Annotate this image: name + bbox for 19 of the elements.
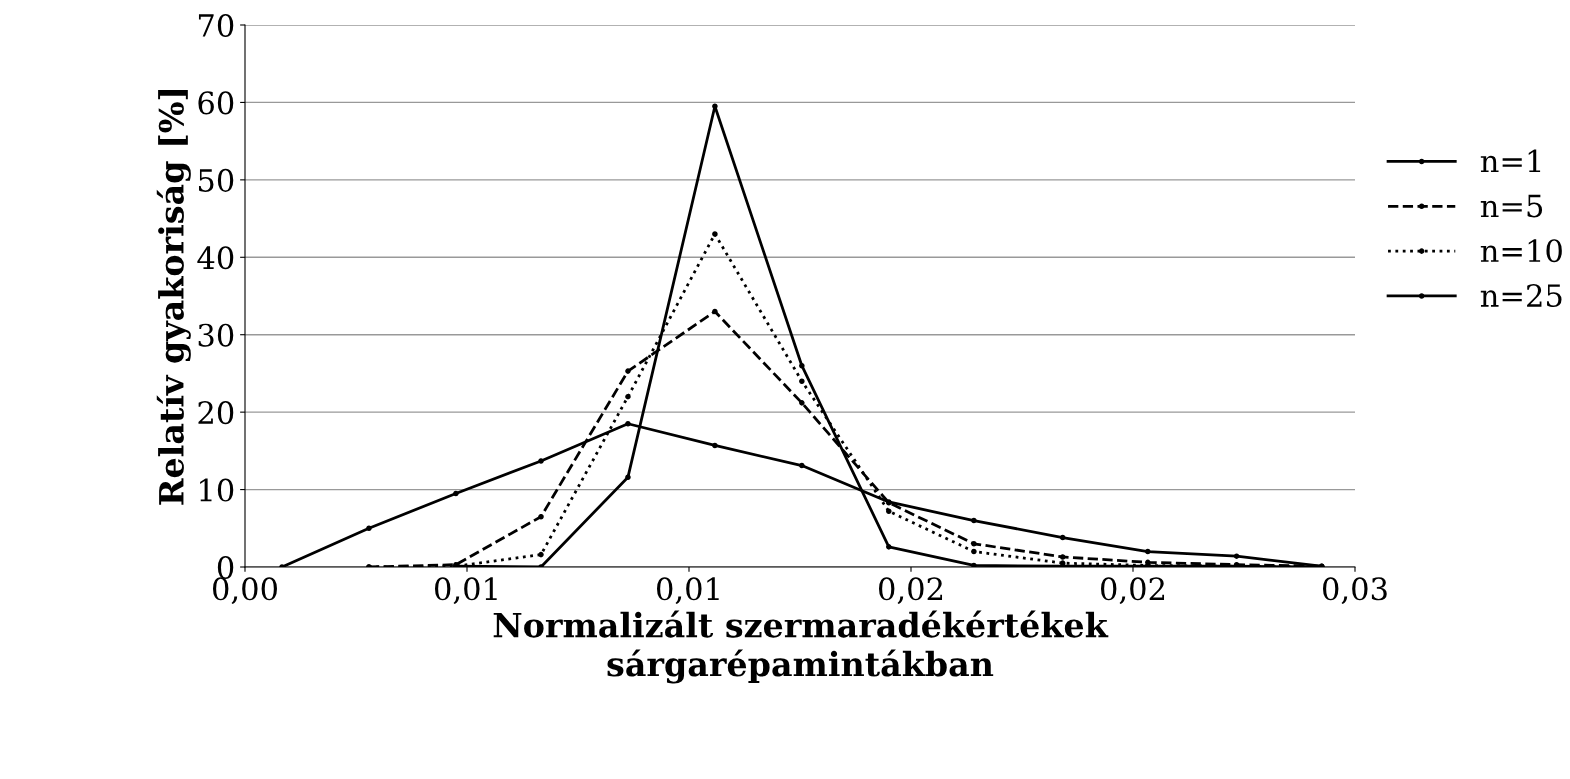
x-tick-label: 0,01 <box>657 577 719 605</box>
x-tick-label: 0,02 <box>879 577 943 605</box>
y-tick-label: 50 <box>198 168 234 192</box>
y-tick-label: 40 <box>197 246 234 270</box>
legend-label: n=5 <box>1480 194 1543 218</box>
x-axis-title: Normalizált szermaradékértékek sárgarépamintákban <box>493 610 1109 684</box>
legend-label: n=25 <box>1480 283 1562 308</box>
legend-label: n=10 <box>1480 239 1562 263</box>
x-tick-label: 0,01 <box>435 577 497 605</box>
legend-label: n=1 <box>1480 149 1541 173</box>
x-tick-label: 0,03 <box>1323 577 1387 605</box>
y-tick-label: 70 <box>198 13 234 38</box>
x-tick-label: 0,02 <box>1101 577 1165 605</box>
y-tick-label: 30 <box>198 323 234 347</box>
y-tick-label: 20 <box>198 401 234 425</box>
x-tick-label: 0,00 <box>213 577 277 605</box>
y-tick-label: 10 <box>200 478 234 502</box>
y-axis-title: Relatív gyakoriság [%] <box>156 89 191 505</box>
y-tick-label: 60 <box>198 91 234 115</box>
